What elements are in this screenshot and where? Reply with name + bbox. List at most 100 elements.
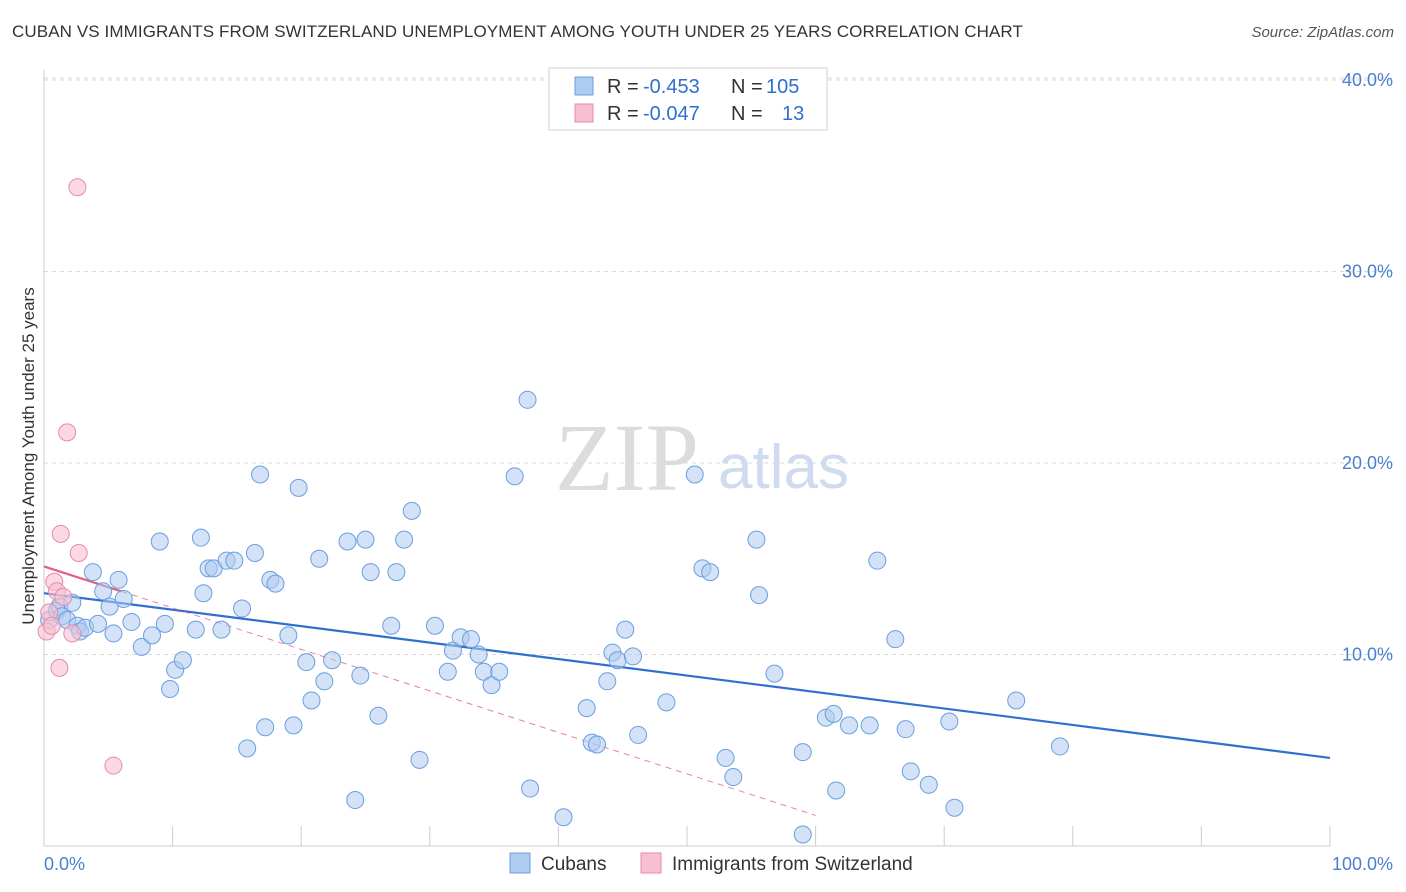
- point-cubans-12: [100, 597, 119, 616]
- point-cubans-16: [122, 612, 141, 631]
- point-cubans-86: [747, 530, 766, 549]
- bottom-legend-swatch-swiss: [640, 852, 662, 874]
- point-cubans-25: [191, 528, 210, 547]
- series-cubans-points: [40, 390, 1069, 844]
- watermark-zip: ZIP: [555, 404, 699, 511]
- legend-swatch-swiss: [574, 103, 594, 123]
- point-cubans-69: [521, 779, 540, 798]
- point-cubans-94: [840, 716, 859, 735]
- point-cubans-104: [1050, 737, 1069, 756]
- point-cubans-21: [161, 679, 180, 698]
- point-cubans-80: [657, 693, 676, 712]
- point-cubans-11: [94, 582, 113, 601]
- point-cubans-51: [361, 563, 380, 582]
- point-cubans-89: [793, 743, 812, 762]
- point-swiss-10: [68, 178, 87, 197]
- point-cubans-35: [251, 465, 270, 484]
- y-axis-tick-labels: 10.0% 20.0% 30.0% 40.0%: [1342, 70, 1393, 665]
- y-tick-label-1: 20.0%: [1342, 453, 1393, 473]
- point-cubans-65: [482, 676, 501, 695]
- point-cubans-44: [310, 549, 329, 568]
- point-cubans-42: [297, 653, 316, 672]
- y-tick-label-3: 40.0%: [1342, 70, 1393, 90]
- legend-box: [548, 67, 828, 131]
- legend-n-label: N =: [731, 76, 763, 98]
- point-cubans-40: [284, 716, 303, 735]
- point-cubans-41: [289, 478, 308, 497]
- point-cubans-13: [104, 624, 123, 643]
- point-swiss-2: [42, 616, 61, 635]
- point-cubans-96: [868, 551, 887, 570]
- point-cubans-102: [945, 798, 964, 817]
- point-cubans-39: [279, 626, 298, 645]
- point-cubans-85: [724, 768, 743, 787]
- point-cubans-52: [369, 706, 388, 725]
- bottom-legend-label-cubans: Cubans: [541, 854, 607, 875]
- point-cubans-97: [886, 630, 905, 649]
- watermark-atlas: atlas: [718, 433, 849, 502]
- point-cubans-55: [395, 530, 414, 549]
- point-cubans-38: [266, 574, 285, 593]
- point-cubans-56: [402, 501, 421, 520]
- point-cubans-74: [598, 672, 617, 691]
- point-cubans-77: [616, 620, 635, 639]
- point-cubans-87: [750, 586, 769, 605]
- bottom-legend-label-swiss: Immigrants from Switzerland: [672, 854, 913, 875]
- point-cubans-95: [860, 716, 879, 735]
- point-swiss-5: [50, 658, 69, 677]
- chart-title: CUBAN VS IMMIGRANTS FROM SWITZERLAND UNE…: [12, 22, 1023, 41]
- bottom-legend-swatch-cubans: [509, 852, 531, 874]
- point-cubans-98: [896, 720, 915, 739]
- point-cubans-101: [940, 712, 959, 731]
- point-swiss-7: [54, 588, 73, 607]
- point-cubans-43: [302, 691, 321, 710]
- point-swiss-8: [58, 423, 77, 442]
- legend-n-label-2: N =: [731, 103, 763, 125]
- point-cubans-58: [425, 616, 444, 635]
- point-cubans-54: [387, 563, 406, 582]
- point-cubans-9: [83, 563, 102, 582]
- watermark: ZIP atlas: [555, 404, 849, 511]
- point-cubans-26: [194, 584, 213, 603]
- point-cubans-92: [824, 704, 843, 723]
- point-swiss-9: [63, 624, 82, 643]
- point-cubans-68: [518, 390, 537, 409]
- point-swiss-11: [69, 544, 88, 563]
- point-cubans-24: [186, 620, 205, 639]
- point-cubans-57: [410, 750, 429, 769]
- legend-n-value-swiss: 13: [782, 103, 804, 125]
- point-cubans-66: [490, 662, 509, 681]
- legend-r-label: R =: [607, 76, 639, 98]
- point-swiss-12: [104, 756, 123, 775]
- point-cubans-15: [114, 589, 133, 608]
- point-cubans-62: [461, 630, 480, 649]
- point-cubans-60: [443, 641, 462, 660]
- y-tick-label-2: 30.0%: [1342, 262, 1393, 282]
- point-cubans-29: [212, 620, 231, 639]
- point-cubans-53: [382, 616, 401, 635]
- source-label: Source: ZipAtlas.com: [1251, 24, 1394, 41]
- point-cubans-67: [505, 467, 524, 486]
- point-cubans-78: [623, 647, 642, 666]
- y-axis-title: Unemployment Among Youth under 25 years: [19, 287, 38, 624]
- legend: R = -0.453 N = 105 R = -0.047 N = 13: [548, 67, 828, 131]
- point-cubans-76: [608, 651, 627, 670]
- point-cubans-14: [109, 570, 128, 589]
- trend-line-cubans: [43, 592, 1331, 760]
- point-cubans-23: [173, 651, 192, 670]
- x-axis-ticks: [43, 826, 1331, 846]
- point-cubans-50: [356, 530, 375, 549]
- legend-swatch-cubans: [574, 76, 594, 96]
- point-cubans-70: [554, 808, 573, 827]
- point-cubans-73: [587, 735, 606, 754]
- legend-n-value-cubans: 105: [766, 76, 799, 98]
- point-cubans-71: [577, 699, 596, 718]
- y-tick-label-0: 10.0%: [1342, 645, 1393, 665]
- point-cubans-46: [323, 651, 342, 670]
- point-cubans-49: [351, 666, 370, 685]
- point-cubans-32: [233, 599, 252, 618]
- point-cubans-88: [765, 664, 784, 683]
- point-cubans-10: [89, 614, 108, 633]
- point-cubans-84: [716, 748, 735, 767]
